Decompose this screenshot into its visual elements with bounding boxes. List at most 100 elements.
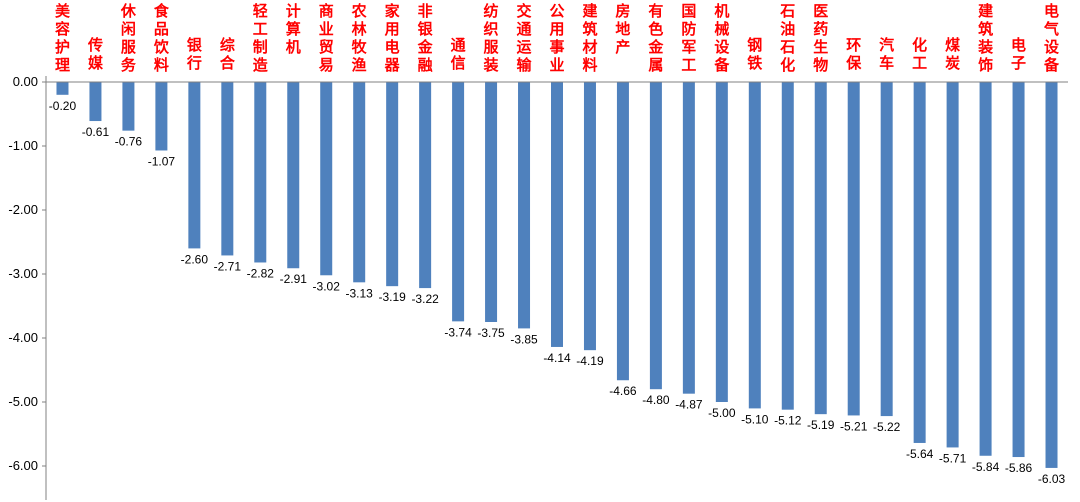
category-label: 综合 <box>219 36 236 72</box>
bar <box>1012 82 1025 458</box>
bar <box>616 82 629 381</box>
y-tick-label: -1.00 <box>8 138 38 153</box>
data-label: -5.84 <box>972 460 1000 474</box>
bar <box>188 82 201 249</box>
bar <box>682 82 695 394</box>
data-label: -0.61 <box>82 125 110 139</box>
bar <box>221 82 234 256</box>
category-label: 电气设备 <box>1043 2 1060 74</box>
data-labels: -0.20 -0.61 -0.76 -1.07 -2.60 -2.71 -2.82 -2.91… <box>49 99 1066 486</box>
category-label: 商业贸易 <box>319 2 334 74</box>
data-label: -5.22 <box>873 420 901 434</box>
bar <box>649 82 662 390</box>
data-label: -6.03 <box>1038 472 1066 486</box>
category-label: 美容护理 <box>54 2 71 74</box>
y-axis: 0.00 -1.00 -2.00 -3.00 -4.00 -5.00 -6.00 <box>8 74 47 500</box>
y-tick-label: 0.00 <box>13 74 38 89</box>
category-label: 传媒 <box>87 36 104 72</box>
data-label: -3.13 <box>346 286 374 300</box>
data-label: -2.91 <box>280 272 308 286</box>
data-label: -3.22 <box>411 292 439 306</box>
category-label: 汽车 <box>879 36 894 72</box>
data-label: -5.10 <box>741 412 769 426</box>
bar <box>880 82 893 417</box>
data-label: -4.80 <box>642 393 670 407</box>
bar <box>89 82 102 122</box>
bar <box>452 82 465 322</box>
bar <box>254 82 267 263</box>
category-label: 纺织服装 <box>483 2 500 74</box>
data-label: -3.75 <box>477 326 505 340</box>
category-label: 计算机 <box>286 2 301 56</box>
data-label: -5.86 <box>1005 461 1033 475</box>
category-label: 轻工制造 <box>253 2 268 74</box>
data-label: -4.87 <box>675 398 703 412</box>
data-label: -5.12 <box>774 414 802 428</box>
data-label: -4.14 <box>543 351 571 365</box>
bar <box>122 82 135 131</box>
data-label: -2.71 <box>214 259 242 273</box>
data-label: -3.19 <box>378 290 406 304</box>
bar-series <box>56 82 1058 468</box>
category-label: 有色金属 <box>647 2 664 74</box>
bar <box>979 82 992 456</box>
category-label: 公用事业 <box>549 2 564 74</box>
category-label: 非银金融 <box>417 2 434 74</box>
data-label: -5.19 <box>807 418 835 432</box>
data-label: -5.64 <box>906 447 934 461</box>
data-label: -1.07 <box>148 154 176 168</box>
category-label: 建筑材料 <box>581 2 598 74</box>
bar <box>814 82 827 415</box>
bar <box>946 82 959 448</box>
bar <box>715 82 728 402</box>
bar <box>287 82 300 269</box>
bar <box>353 82 366 283</box>
bar <box>583 82 596 351</box>
bar <box>781 82 794 410</box>
data-label: -2.82 <box>247 266 275 280</box>
data-label: -0.76 <box>115 135 143 149</box>
category-label: 机械设备 <box>713 2 730 74</box>
category-label: 农林牧渔 <box>351 2 368 74</box>
category-label: 国防军工 <box>681 2 696 74</box>
category-label: 食品饮料 <box>153 2 170 74</box>
data-label: -3.02 <box>313 279 341 293</box>
category-label: 通信 <box>451 36 466 72</box>
category-label: 钢铁 <box>747 36 762 72</box>
data-label: -5.00 <box>708 406 736 420</box>
category-label: 交通运输 <box>517 2 533 74</box>
bar <box>155 82 168 151</box>
bar <box>386 82 399 287</box>
category-label: 房地产 <box>615 2 630 56</box>
data-label: -5.21 <box>840 419 868 433</box>
data-label: -2.60 <box>181 252 209 266</box>
bar <box>320 82 333 276</box>
data-label: -4.66 <box>609 384 637 398</box>
bar <box>551 82 563 347</box>
category-label: 电子 <box>1011 36 1026 72</box>
bar <box>847 82 860 416</box>
category-label: 化工 <box>912 36 927 72</box>
bar <box>518 82 531 329</box>
y-tick-label: -3.00 <box>8 266 38 281</box>
category-label: 医药生物 <box>813 2 828 74</box>
y-tick-label: -4.00 <box>8 330 38 345</box>
category-label: 建筑装饰 <box>977 2 994 74</box>
category-label: 煤炭 <box>945 36 960 72</box>
bar <box>485 82 498 322</box>
category-label: 家用电器 <box>384 2 401 74</box>
category-label: 休闲服务 <box>120 2 137 74</box>
bar <box>56 82 69 95</box>
bar <box>419 82 432 289</box>
category-label: 石油石化 <box>779 2 795 74</box>
category-label: 银行 <box>186 36 203 72</box>
data-label: -4.19 <box>576 354 604 368</box>
y-tick-label: -2.00 <box>8 202 38 217</box>
category-label: 环保 <box>845 36 862 72</box>
data-label: -5.71 <box>939 451 967 465</box>
bar <box>748 82 761 409</box>
data-label: -3.85 <box>510 332 538 346</box>
data-label: -0.20 <box>49 99 77 113</box>
